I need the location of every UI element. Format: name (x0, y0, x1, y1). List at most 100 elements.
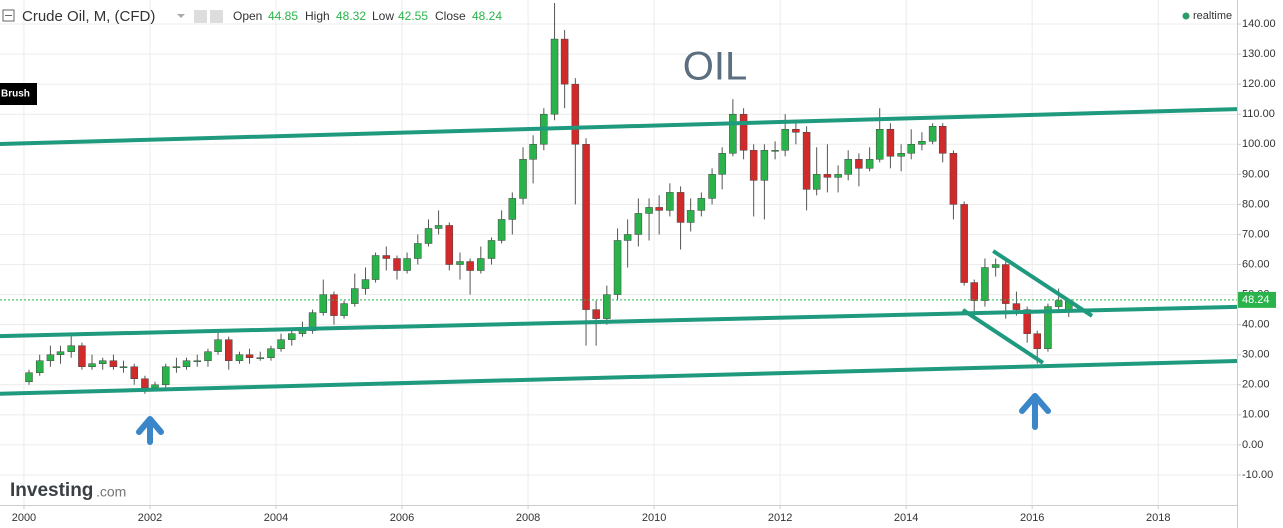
candle-body (749, 150, 758, 181)
logo: Investing (10, 480, 93, 501)
candle-body (865, 159, 874, 169)
tool-badge[interactable] (0, 83, 37, 105)
trend-line (961, 308, 1045, 365)
candle-body (466, 261, 474, 271)
candle-body (267, 348, 275, 358)
candle-body (991, 264, 1000, 268)
candle-body (67, 345, 75, 352)
price-tag-label: 48.24 (1242, 294, 1270, 306)
candle-body (393, 258, 401, 271)
y-tick-label: 140.00 (1242, 18, 1276, 30)
grid (0, 0, 1237, 505)
candle-body (676, 192, 685, 223)
candle-body (351, 288, 359, 304)
ohlc-label: Low (372, 9, 394, 23)
ohlc-value: 44.85 (268, 9, 298, 23)
candle-body (655, 207, 663, 211)
candle-body (382, 255, 391, 259)
x-tick-label: 2018 (1146, 512, 1170, 524)
y-tick-label: 70.00 (1242, 228, 1270, 240)
candle-body (708, 174, 716, 199)
price-tag (1238, 291, 1276, 308)
candle-body (623, 234, 632, 241)
candle-body (613, 240, 622, 295)
candle-body (487, 240, 496, 259)
candle-body (529, 144, 537, 160)
candle-body (56, 351, 65, 355)
logo-suffix: .com (96, 484, 126, 500)
x-tick-label: 2016 (1020, 512, 1044, 524)
candle-body (519, 159, 527, 199)
candle-body (875, 129, 884, 160)
dropdown[interactable] (177, 14, 185, 18)
candle-body (645, 207, 653, 214)
candle-body (771, 150, 779, 152)
candle-body (424, 228, 433, 244)
status-dot (1182, 12, 1190, 20)
candle-body (78, 345, 86, 367)
candle-body (571, 83, 580, 145)
tool-label: Brush (1, 89, 30, 100)
candle-body (371, 255, 380, 280)
y-tick-label: 20.00 (1242, 379, 1270, 391)
x-tick-label: 2012 (768, 512, 792, 524)
candle-body (182, 360, 191, 367)
candle-body (25, 372, 33, 383)
candle-body (98, 360, 107, 364)
candle-body (634, 213, 643, 235)
x-tick-label: 2008 (516, 512, 540, 524)
candle-body (88, 363, 96, 367)
ohlc-label: Open (233, 9, 262, 23)
candle-body (812, 174, 821, 190)
candle-body (718, 153, 726, 175)
compare-icon[interactable] (210, 10, 223, 23)
plot-area (0, 3, 1237, 396)
y-tick-label: -10.00 (1242, 469, 1273, 481)
trend-line (0, 304, 1237, 339)
status: realtime (1193, 10, 1232, 22)
candle-body (686, 210, 695, 223)
candle-body (361, 279, 370, 289)
candle-body (1054, 300, 1063, 307)
candle-body (508, 198, 517, 220)
candle-body (245, 354, 254, 358)
candle-body (981, 267, 989, 301)
candle-body (35, 360, 44, 373)
candle-body (172, 366, 181, 368)
trend-line (0, 107, 1237, 146)
y-tick-label: 30.00 (1242, 349, 1270, 361)
candle-body (1001, 264, 1010, 304)
candle-body (445, 225, 454, 265)
candle-body (298, 330, 307, 334)
candle-body (319, 294, 328, 313)
y-tick-label: 60.00 (1242, 258, 1270, 270)
candle-body (403, 258, 411, 271)
candle-body (855, 159, 863, 169)
candle-body (949, 153, 958, 205)
candle-body (781, 129, 789, 151)
candle-body (666, 192, 674, 211)
candle-body (550, 38, 559, 115)
y-tick-label: 130.00 (1242, 48, 1276, 60)
candle-body (792, 129, 800, 133)
candle-body (340, 303, 348, 316)
candle-body (204, 351, 212, 361)
candle-body (224, 339, 233, 361)
watermark: OIL (683, 45, 747, 89)
settings-icon[interactable] (194, 10, 207, 23)
x-tick-label: 2006 (390, 512, 414, 524)
ohlc-value: 42.55 (398, 9, 428, 23)
trend-line (992, 249, 1094, 318)
candle-body (918, 141, 926, 145)
arrow (1019, 393, 1051, 430)
candle-body (497, 219, 506, 241)
candle-body (109, 360, 118, 367)
collapse-icon[interactable] (2, 9, 15, 22)
y-tick-label: 10.00 (1242, 409, 1270, 421)
candle-body (130, 366, 138, 380)
candle-body (151, 384, 159, 389)
candle-body (823, 174, 832, 178)
